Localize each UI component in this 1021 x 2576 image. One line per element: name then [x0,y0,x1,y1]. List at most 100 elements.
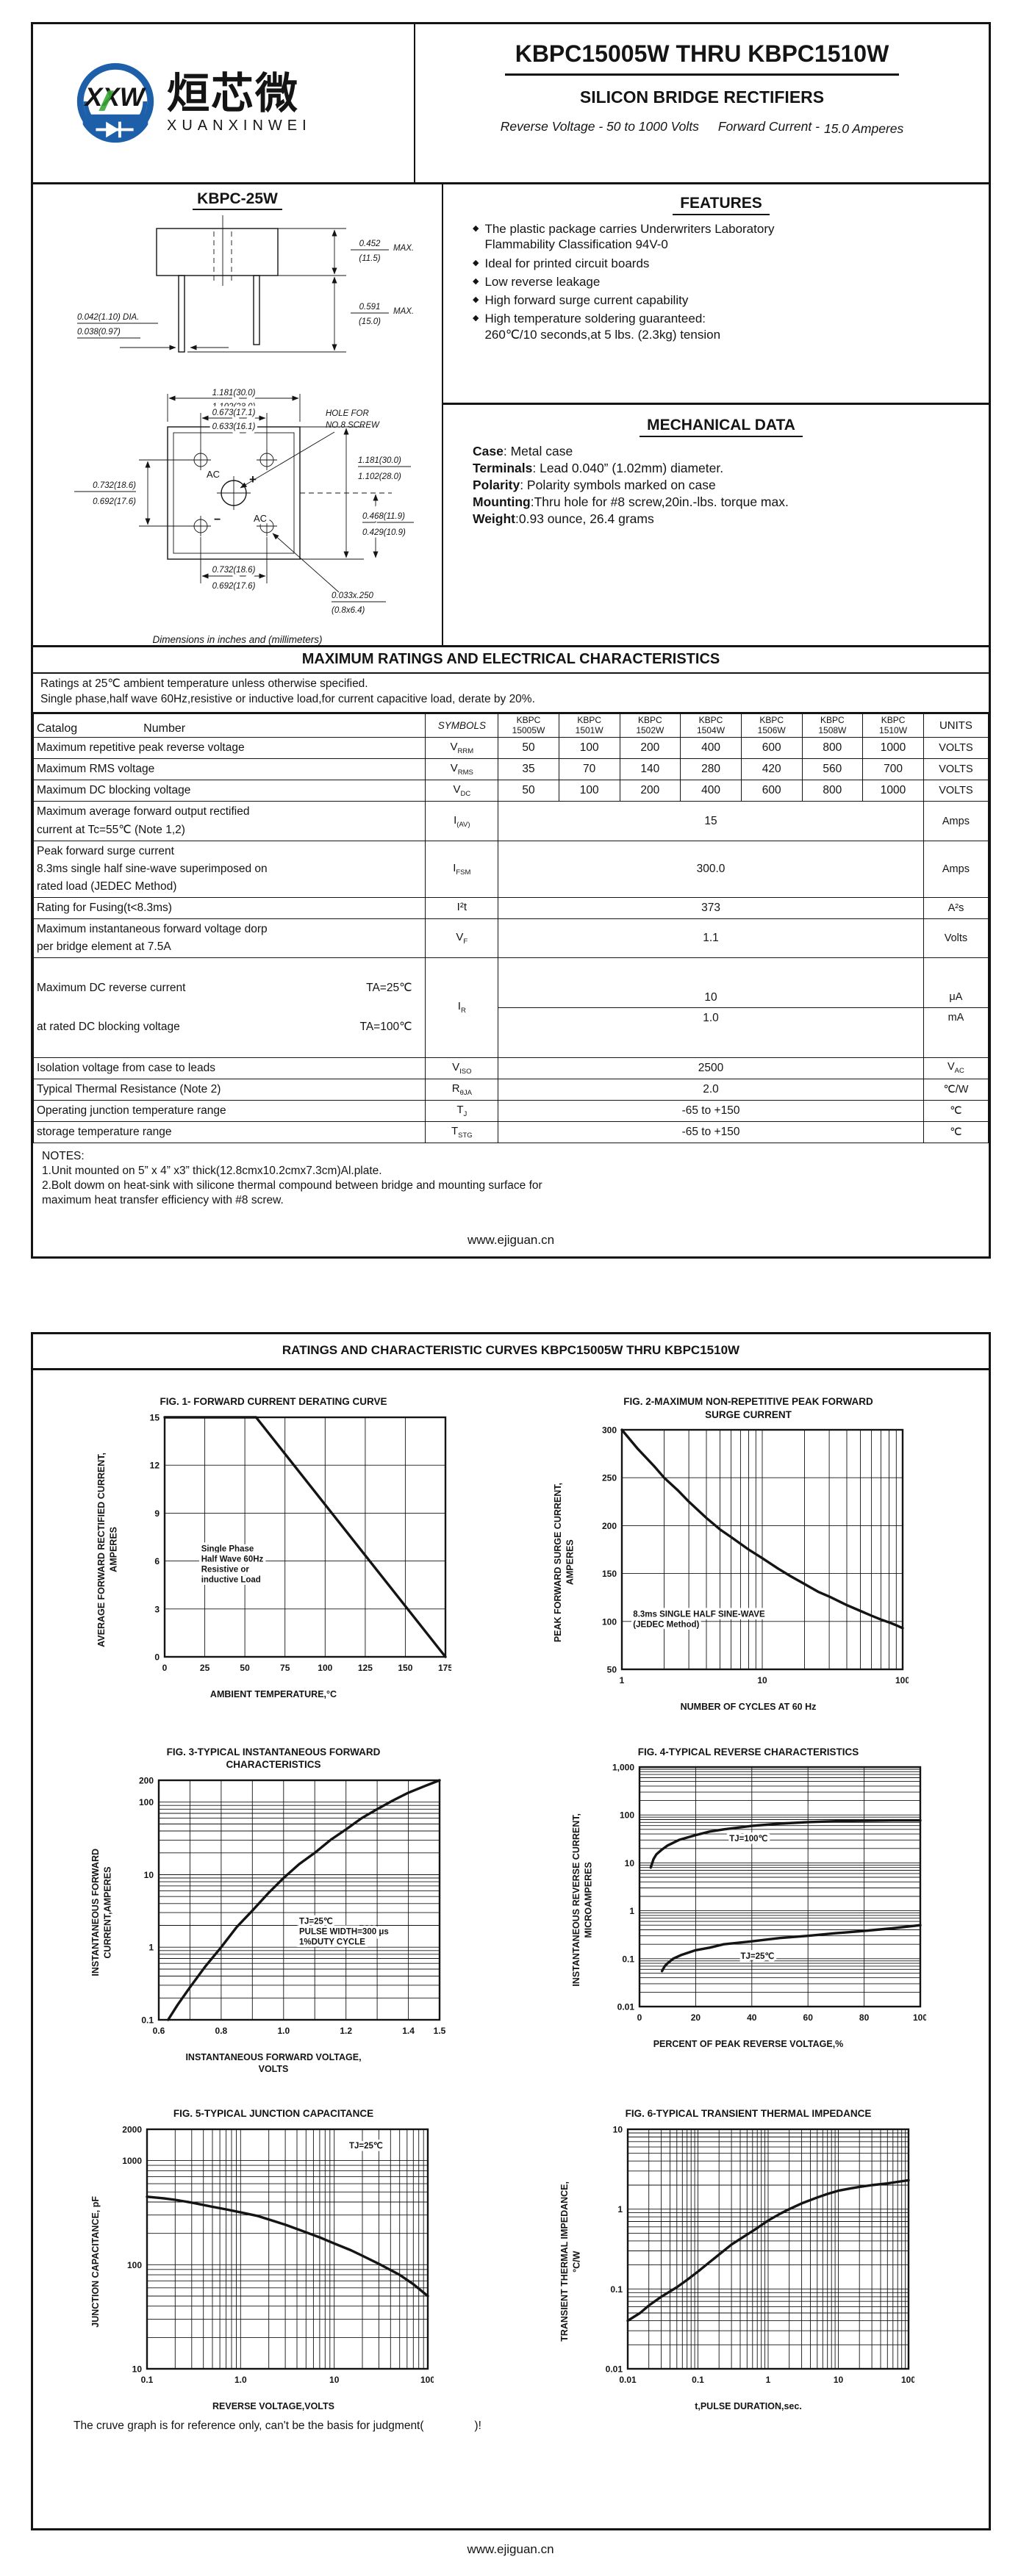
dim-right-outer-min: 1.102(28.0) [358,472,401,481]
dim-max-2: MAX. [393,307,414,316]
logo-monogram: XXW [84,82,146,111]
figure-5-title: FIG. 5-TYPICAL JUNCTION CAPACITANCE [173,2108,374,2120]
feature-item: ◆ The plastic package carries Underwriter… [473,222,775,252]
part-column-header: KBPC 1502W [619,713,681,738]
mech-mounting: Mounting:Thru hole for #8 screw,20in.-lb… [473,494,789,510]
dim-lead-length: 0.591 [359,303,381,312]
table-row-ifsm: Peak forward surge current 8.3ms single … [32,840,989,898]
logo-text: 烜芯微 XUANXINWEI [167,71,312,135]
figure-2-xlabel: NUMBER OF CYCLES AT 60 Hz [680,1702,817,1713]
title-block: KBPC15005W THRU KBPC1510W SILICON BRIDGE… [415,24,989,182]
diamond-bullet-icon: ◆ [473,258,479,267]
svg-text:0.1: 0.1 [141,2375,154,2385]
company-logo: XXW 烜芯微 XUANXINWEI [33,24,415,182]
svg-text:20: 20 [691,2012,701,2023]
figure-4-plot: 0 20 40 60 80 100 0.01 0.1 1 10 100 1,000 TJ=100℃ TJ=… [594,1761,928,2038]
svg-text:2000: 2000 [122,2124,142,2134]
svg-text:25: 25 [200,1663,210,1673]
mech-case: Case: Metal case [473,444,573,458]
package-name: KBPC-25W [193,190,282,210]
svg-text:0.1: 0.1 [610,2284,623,2294]
svg-text:0.8: 0.8 [215,2026,228,2036]
svg-text:10: 10 [329,2375,340,2385]
figure-5-ylabel: JUNCTION CAPACITANCE, pF [90,2195,101,2328]
svg-text:100: 100 [139,1797,154,1807]
dim-slot: 0.033x.250 [332,591,374,600]
svg-text:10: 10 [625,1858,635,1868]
figure-6-plot: 0.01 0.1 1 10 100 0.01 0.1 1 10 [582,2123,917,2400]
figure-2-plot: 1 10 100 50 100 150 200 250 300 8.3ms SINGLE HALF… [576,1424,910,1701]
svg-text:200: 200 [602,1521,617,1531]
dim-body-height-mm: (11.5) [359,254,380,263]
figure-2-title: FIG. 2-MAXIMUM NON-REPETITIVE PEAK FORWA… [623,1396,873,1420]
part-column-header: KBPC 15005W [498,713,559,738]
svg-text:0.01: 0.01 [619,2375,637,2385]
terminal-minus-label: − [214,514,221,526]
figure-1: FIG. 1- FORWARD CURRENT DERATING CURVE A… [36,1395,511,1713]
feature-item: ◆ Ideal for printed circuit boards [473,256,650,270]
svg-text:1: 1 [617,2204,623,2215]
svg-text:100: 100 [127,2259,142,2270]
feature-item: ◆ High temperature soldering guaranteed: … [473,312,721,342]
svg-text:0: 0 [162,1663,168,1673]
figure-3-plot: 0.6 0.8 1.0 1.2 1.4 1.5 0.1 1 10 100 200 TJ=25℃ PULS… [113,1774,446,2051]
part-column-header: KBPC 1501W [558,713,620,738]
part-column-header: KBPC 1504W [680,713,742,738]
datasheet-page-2: RATINGS AND CHARACTERISTIC CURVES KBPC15… [31,1332,991,2530]
curves-section-title: RATINGS AND CHARACTERISTIC CURVES KBPC15… [33,1334,989,1371]
dim-body-height: 0.452 [359,240,381,248]
reverse-voltage-range: Reverse Voltage - 50 to 1000 Volts [500,119,699,134]
figure-3-xlabel: INSTANTANEOUS FORWARD VOLTAGE, VOLTS [185,2051,362,2074]
svg-text:1: 1 [620,1675,625,1685]
figure-1-ylabel: AVERAGE FORWARD RECTIFIED CURRENT, AMPER… [96,1452,118,1647]
table-row-iav: Maximum average forward output rectified… [32,801,989,841]
svg-text:200: 200 [139,1775,154,1785]
terminal-ac-bottom-label: AC [254,513,267,524]
figure-5-plot: 0.1 1.0 10 100 10 100 1000 2000 TJ=25℃ [101,2123,435,2400]
svg-text:1,000: 1,000 [612,1763,634,1773]
hole-callout-line1: HOLE FOR [326,409,369,418]
figure-3: FIG. 3-TYPICAL INSTANTANEOUS FORWARD CHA… [36,1746,511,2076]
svg-text:0.1: 0.1 [141,2015,154,2025]
figure-4-title: FIG. 4-TYPICAL REVERSE CHARACTERISTICS [637,1746,859,1757]
diode-symbol-icon [96,121,134,137]
svg-text:50: 50 [240,1663,251,1673]
diamond-bullet-icon: ◆ [473,295,479,304]
svg-text:8.3ms SINGLE HALF SINE-WAVE(JE: 8.3ms SINGLE HALF SINE-WAVE (JEDEC Method… [633,1611,765,1630]
figure-5: FIG. 5-TYPICAL JUNCTION CAPACITANCE JUNC… [36,2107,511,2412]
figure-6-title: FIG. 6-TYPICAL TRANSIENT THERMAL IMPEDAN… [625,2108,872,2120]
svg-text:60: 60 [803,2012,814,2023]
part-column-header: KBPC 1510W [862,713,924,738]
mechanical-data-title: MECHANICAL DATA [640,417,803,437]
svg-text:175: 175 [438,1663,451,1673]
notes-text: 1.Unit mounted on 5” x 4” x3” thick(12.8… [42,1164,542,1207]
figure-1-title: FIG. 1- FORWARD CURRENT DERATING CURVE [160,1396,387,1408]
svg-text:10: 10 [834,2375,844,2385]
figure-4-ylabel: INSTANTANEOUS REVERSE CURRENT, MICROAMPE… [570,1813,593,1987]
svg-text:TJ=100℃: TJ=100℃ [729,1834,767,1843]
svg-text:150: 150 [398,1663,413,1673]
svg-text:1.4: 1.4 [402,2026,415,2036]
figure-3-title: FIG. 3-TYPICAL INSTANTANEOUS FORWARD CHA… [166,1746,381,1771]
dim-top-inner-min: 0.633(16.1) [212,422,256,431]
table-row-vrms: Maximum RMS voltage VRMS 35 70 140 280 420 56… [32,758,989,781]
table-row-i2t: Rating for Fusing(t<8.3ms) I²t 373 A²s [32,896,989,919]
mech-terminals: Terminals: Lead 0.040” (1.02mm) diameter… [473,461,724,476]
figure-4-xlabel: PERCENT OF PEAK REVERSE VOLTAGE,% [653,2039,844,2050]
svg-text:0.1: 0.1 [692,2375,704,2385]
ratings-condition-1: Ratings at 25℃ ambient temperature unles… [40,677,368,690]
svg-text:40: 40 [747,2012,757,2023]
figure-6: FIG. 6-TYPICAL TRANSIENT THERMAL IMPEDAN… [511,2107,986,2412]
svg-text:100: 100 [913,2012,926,2023]
svg-text:50: 50 [607,1665,617,1675]
mech-polarity: Polarity: Polarity symbols marked on cas… [473,478,716,493]
table-row-tj: Operating junction temperature range TJ … [32,1099,989,1122]
dim-top-outer-min: 1.102(28.0) [212,403,256,411]
table-row-rthja: Typical Thermal Resistance (Note 2) RθJA… [32,1078,989,1101]
terminal-plus-label: + [249,472,257,486]
terminal-ac-top-label: AC [207,469,220,480]
units-header: UNITS [923,713,989,738]
figure-3-ylabel: INSTANTANEOUS FORWARD CURRENT,AMPERES [90,1849,112,1976]
table-row-vdc: Maximum DC blocking voltage VDC 50 100 200… [32,780,989,802]
svg-text:3: 3 [155,1604,160,1614]
